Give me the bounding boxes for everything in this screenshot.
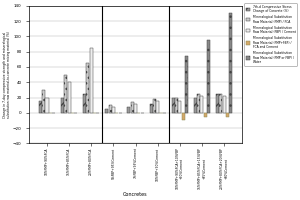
Bar [46, 98, 49, 113]
Bar [112, 107, 115, 113]
Bar [83, 94, 86, 113]
Bar [149, 104, 153, 113]
Bar [128, 107, 130, 113]
Y-axis label: Change in 7-day compressive strength and mineralogical
substitution raw material: Change in 7-day compressive strength and… [3, 31, 11, 118]
Bar [204, 113, 207, 117]
Bar [109, 105, 112, 113]
Bar [207, 40, 210, 113]
Bar [86, 63, 89, 113]
Bar [197, 94, 200, 113]
Bar [105, 109, 108, 113]
X-axis label: Concretes: Concretes [123, 192, 148, 197]
Bar [64, 75, 67, 113]
Bar [156, 101, 159, 113]
Bar [194, 98, 197, 113]
Bar [68, 82, 71, 113]
Bar [219, 94, 222, 113]
Bar [42, 90, 45, 113]
Bar [61, 98, 64, 113]
Bar [39, 101, 42, 113]
Bar [131, 102, 134, 113]
Bar [175, 98, 178, 113]
Bar [226, 113, 229, 117]
Bar [172, 98, 175, 113]
Bar [178, 101, 182, 113]
Bar [229, 13, 232, 113]
Bar [185, 56, 188, 113]
Bar [223, 96, 226, 113]
Legend: 7th-d Compressive Stress
Change of Concrete (%), Mineralogical Substitution
Raw : 7th-d Compressive Stress Change of Concr… [244, 3, 297, 66]
Bar [134, 104, 137, 113]
Bar [182, 113, 185, 120]
Bar [216, 94, 219, 113]
Bar [153, 99, 156, 113]
Bar [200, 96, 203, 113]
Bar [90, 48, 93, 113]
